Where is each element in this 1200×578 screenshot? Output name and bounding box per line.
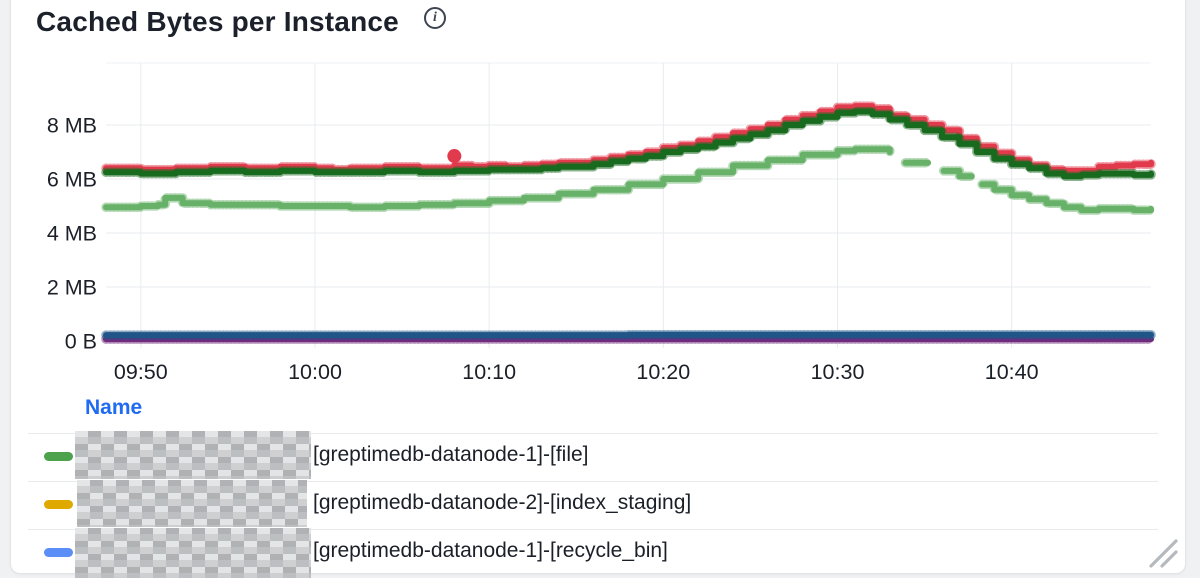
cached-bytes-panel: Cached Bytes per Instance i 0 B 2 MB 4 MB 6… — [10, 0, 1186, 574]
series-color-dash[interactable] — [44, 500, 73, 509]
x-tick-label: 10:20 — [636, 360, 690, 384]
legend-label[interactable]: [greptimedb-datanode-1]-[recycle_bin] — [313, 539, 668, 562]
y-tick-label: 0 B — [65, 330, 97, 354]
x-tick-label: 10:10 — [462, 360, 516, 384]
legend-label[interactable]: [greptimedb-datanode-1]-[file] — [313, 443, 589, 466]
legend-row[interactable]: [greptimedb-datanode-2]-[index_staging] — [11, 481, 1185, 529]
y-tick-label: 6 MB — [47, 168, 97, 192]
series-color-dash[interactable] — [44, 548, 73, 557]
legend-row-divider — [28, 481, 1158, 482]
legend-row-divider — [28, 433, 1158, 434]
legend-row[interactable]: [greptimedb-datanode-1]-[file] — [11, 433, 1185, 481]
panel-title: Cached Bytes per Instance — [36, 6, 399, 37]
info-circle-icon[interactable]: i — [424, 7, 446, 29]
legend-column-header-name[interactable]: Name — [85, 396, 143, 419]
axis-labels: 0 B 2 MB 4 MB 6 MB 8 MB 09:50 10:00 10:10 10:20 1… — [47, 114, 1039, 385]
series-dark-green-line — [101, 106, 1156, 182]
outlier-point — [447, 149, 462, 164]
x-tick-label: 09:50 — [114, 360, 168, 384]
y-tick-label: 2 MB — [47, 276, 97, 300]
x-tick-label: 10:00 — [288, 360, 342, 384]
cached-bytes-chart: 0 B 2 MB 4 MB 6 MB 8 MB 09:50 10:00 10:10 10:20 1… — [47, 62, 1156, 385]
x-tick-label: 10:40 — [985, 360, 1039, 384]
legend-label[interactable]: [greptimedb-datanode-2]-[index_staging] — [313, 491, 692, 514]
legend-row-divider — [28, 529, 1158, 530]
x-tick-label: 10:30 — [811, 360, 865, 384]
series-light-green-line — [101, 144, 1156, 215]
panel-resize-handle-icon[interactable] — [1146, 536, 1182, 570]
y-tick-label: 8 MB — [47, 114, 97, 138]
legend-row[interactable]: [greptimedb-datanode-1]-[recycle_bin] — [11, 529, 1185, 573]
series-color-dash[interactable] — [44, 452, 73, 461]
y-tick-label: 4 MB — [47, 222, 97, 246]
